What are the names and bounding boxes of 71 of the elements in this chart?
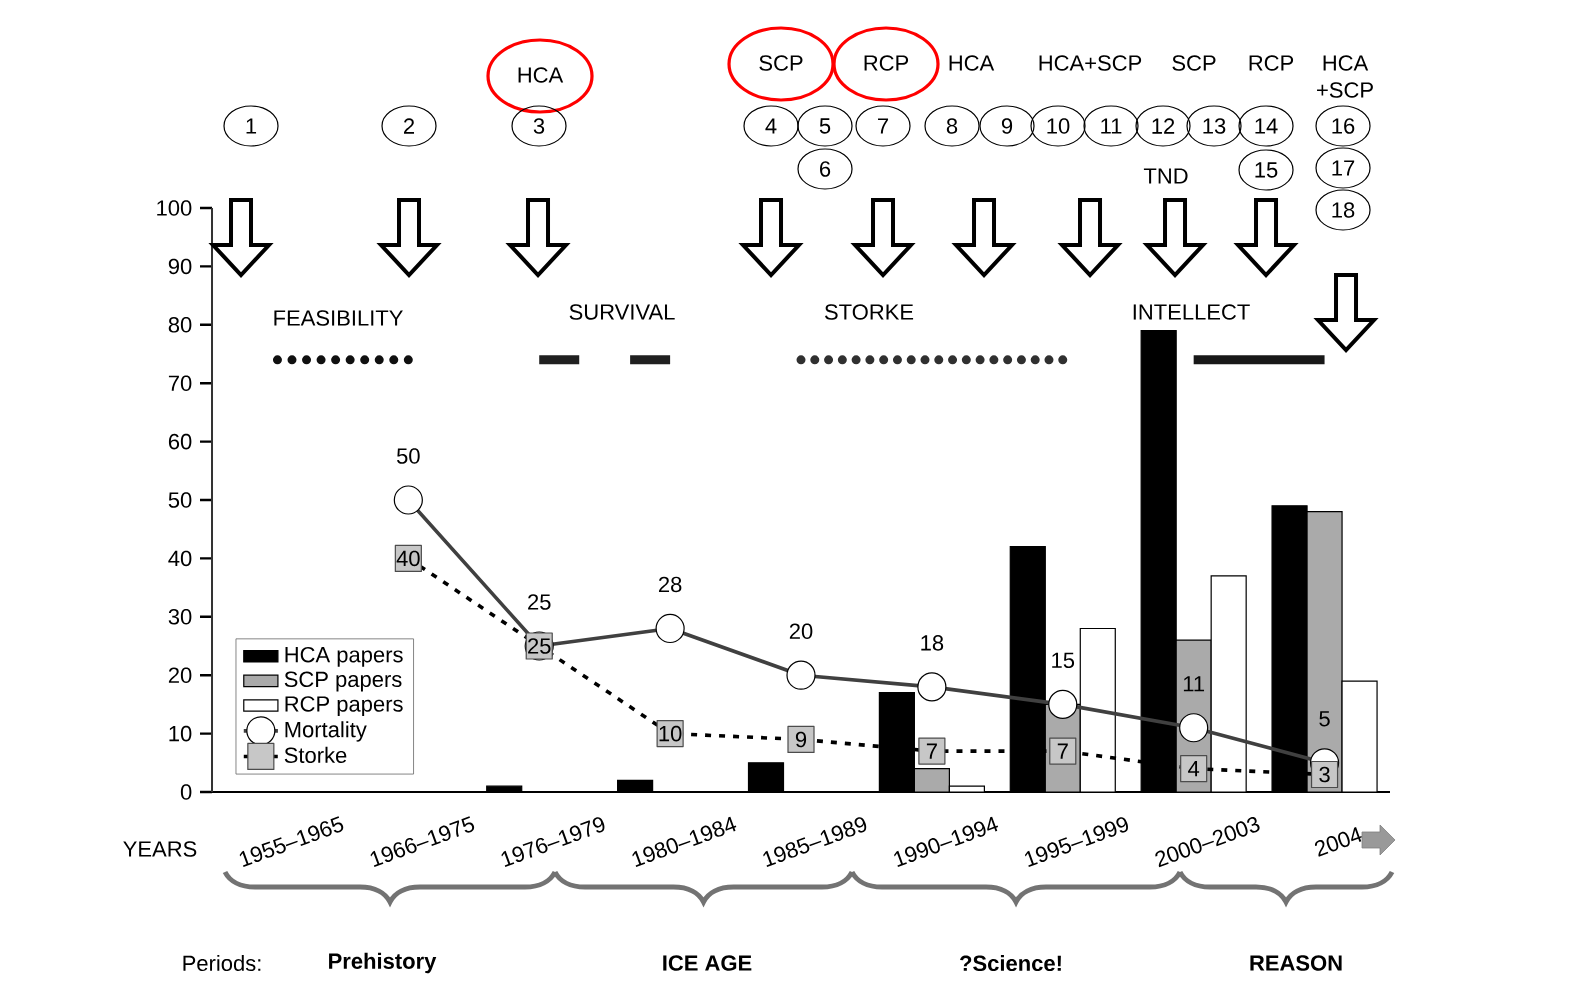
data-label: 4 <box>1188 761 1200 777</box>
text: 10 <box>1047 118 1070 134</box>
text: TND <box>1143 168 1188 184</box>
data-label: 9 <box>795 731 807 748</box>
text: 15 <box>1255 162 1278 178</box>
data-label: 25 <box>528 638 551 654</box>
text: +SCP <box>1317 82 1373 98</box>
y-tick-label: 20 <box>168 667 192 683</box>
annotation: STORKE <box>824 304 914 320</box>
y-tick-label: 50 <box>168 492 192 508</box>
y-tick-label: 80 <box>168 317 192 333</box>
text: 17 <box>1332 160 1355 176</box>
data-label: 10 <box>659 725 682 742</box>
text: 2 <box>403 118 415 134</box>
text: 4 <box>765 118 777 134</box>
annotation: INTELLECT <box>1133 304 1250 320</box>
text: HCA <box>518 67 564 83</box>
text: RCP <box>864 55 909 71</box>
text: ?Science! <box>960 954 1061 972</box>
text: HCA <box>1323 55 1369 71</box>
legend-label: HCA papers <box>285 646 403 667</box>
y-tick-label: 40 <box>168 550 192 567</box>
data-label: 20 <box>789 623 813 639</box>
data-label: 3 <box>1319 766 1330 783</box>
text: 9 <box>1001 118 1013 134</box>
text: HCA+SCP <box>1039 55 1142 71</box>
text: 7 <box>878 118 889 134</box>
text: 6 <box>820 161 831 177</box>
data-label: 7 <box>926 743 937 759</box>
data-label: 50 <box>396 448 420 464</box>
y-tick-label: 60 <box>168 433 192 450</box>
text: REASON <box>1250 955 1342 971</box>
y-tick-label: 0 <box>180 784 192 800</box>
text: RCP <box>1249 55 1294 71</box>
data-label: 40 <box>396 550 420 567</box>
text: 16 <box>1332 118 1355 134</box>
data-label: 7 <box>1057 743 1068 759</box>
text: 13 <box>1203 118 1226 134</box>
text: 14 <box>1255 118 1278 134</box>
legend-label: RCP papers <box>285 696 403 717</box>
x-tick-label: 2004 <box>1314 827 1363 857</box>
text: 5 <box>819 118 831 134</box>
data-label: 11 <box>1183 676 1205 692</box>
annotation: 18 <box>1332 202 1355 218</box>
text: 11 <box>1101 118 1122 134</box>
y-tick-label: 30 <box>168 609 192 625</box>
legend-label: Storke <box>284 746 347 763</box>
y-tick-label: 100 <box>157 200 192 216</box>
data-label: 18 <box>921 635 944 651</box>
y-tick-label: 70 <box>168 375 192 391</box>
data-label: 5 <box>1319 711 1330 727</box>
text: SCP <box>1172 55 1216 71</box>
text: ICE AGE <box>663 955 752 971</box>
annotation: SURVIVAL <box>569 304 675 320</box>
text: 12 <box>1152 118 1175 134</box>
text: Periods: <box>183 954 261 972</box>
legend-label: Mortality <box>285 721 367 742</box>
y-tick-label: 90 <box>168 258 192 275</box>
text: 8 <box>946 118 958 134</box>
data-label: 15 <box>1052 652 1075 669</box>
data-label: 25 <box>528 594 551 610</box>
text: SCP <box>759 55 803 71</box>
data-label: 28 <box>658 576 682 593</box>
text: 3 <box>533 118 545 134</box>
text: YEARS <box>123 841 197 857</box>
legend-label: SCP papers <box>284 671 402 692</box>
y-tick-label: 10 <box>169 725 192 742</box>
annotation: FEASIBILITY <box>274 310 403 326</box>
text: HCA <box>949 55 995 71</box>
text: 1 <box>246 118 257 134</box>
text: Prehistory <box>329 952 437 974</box>
